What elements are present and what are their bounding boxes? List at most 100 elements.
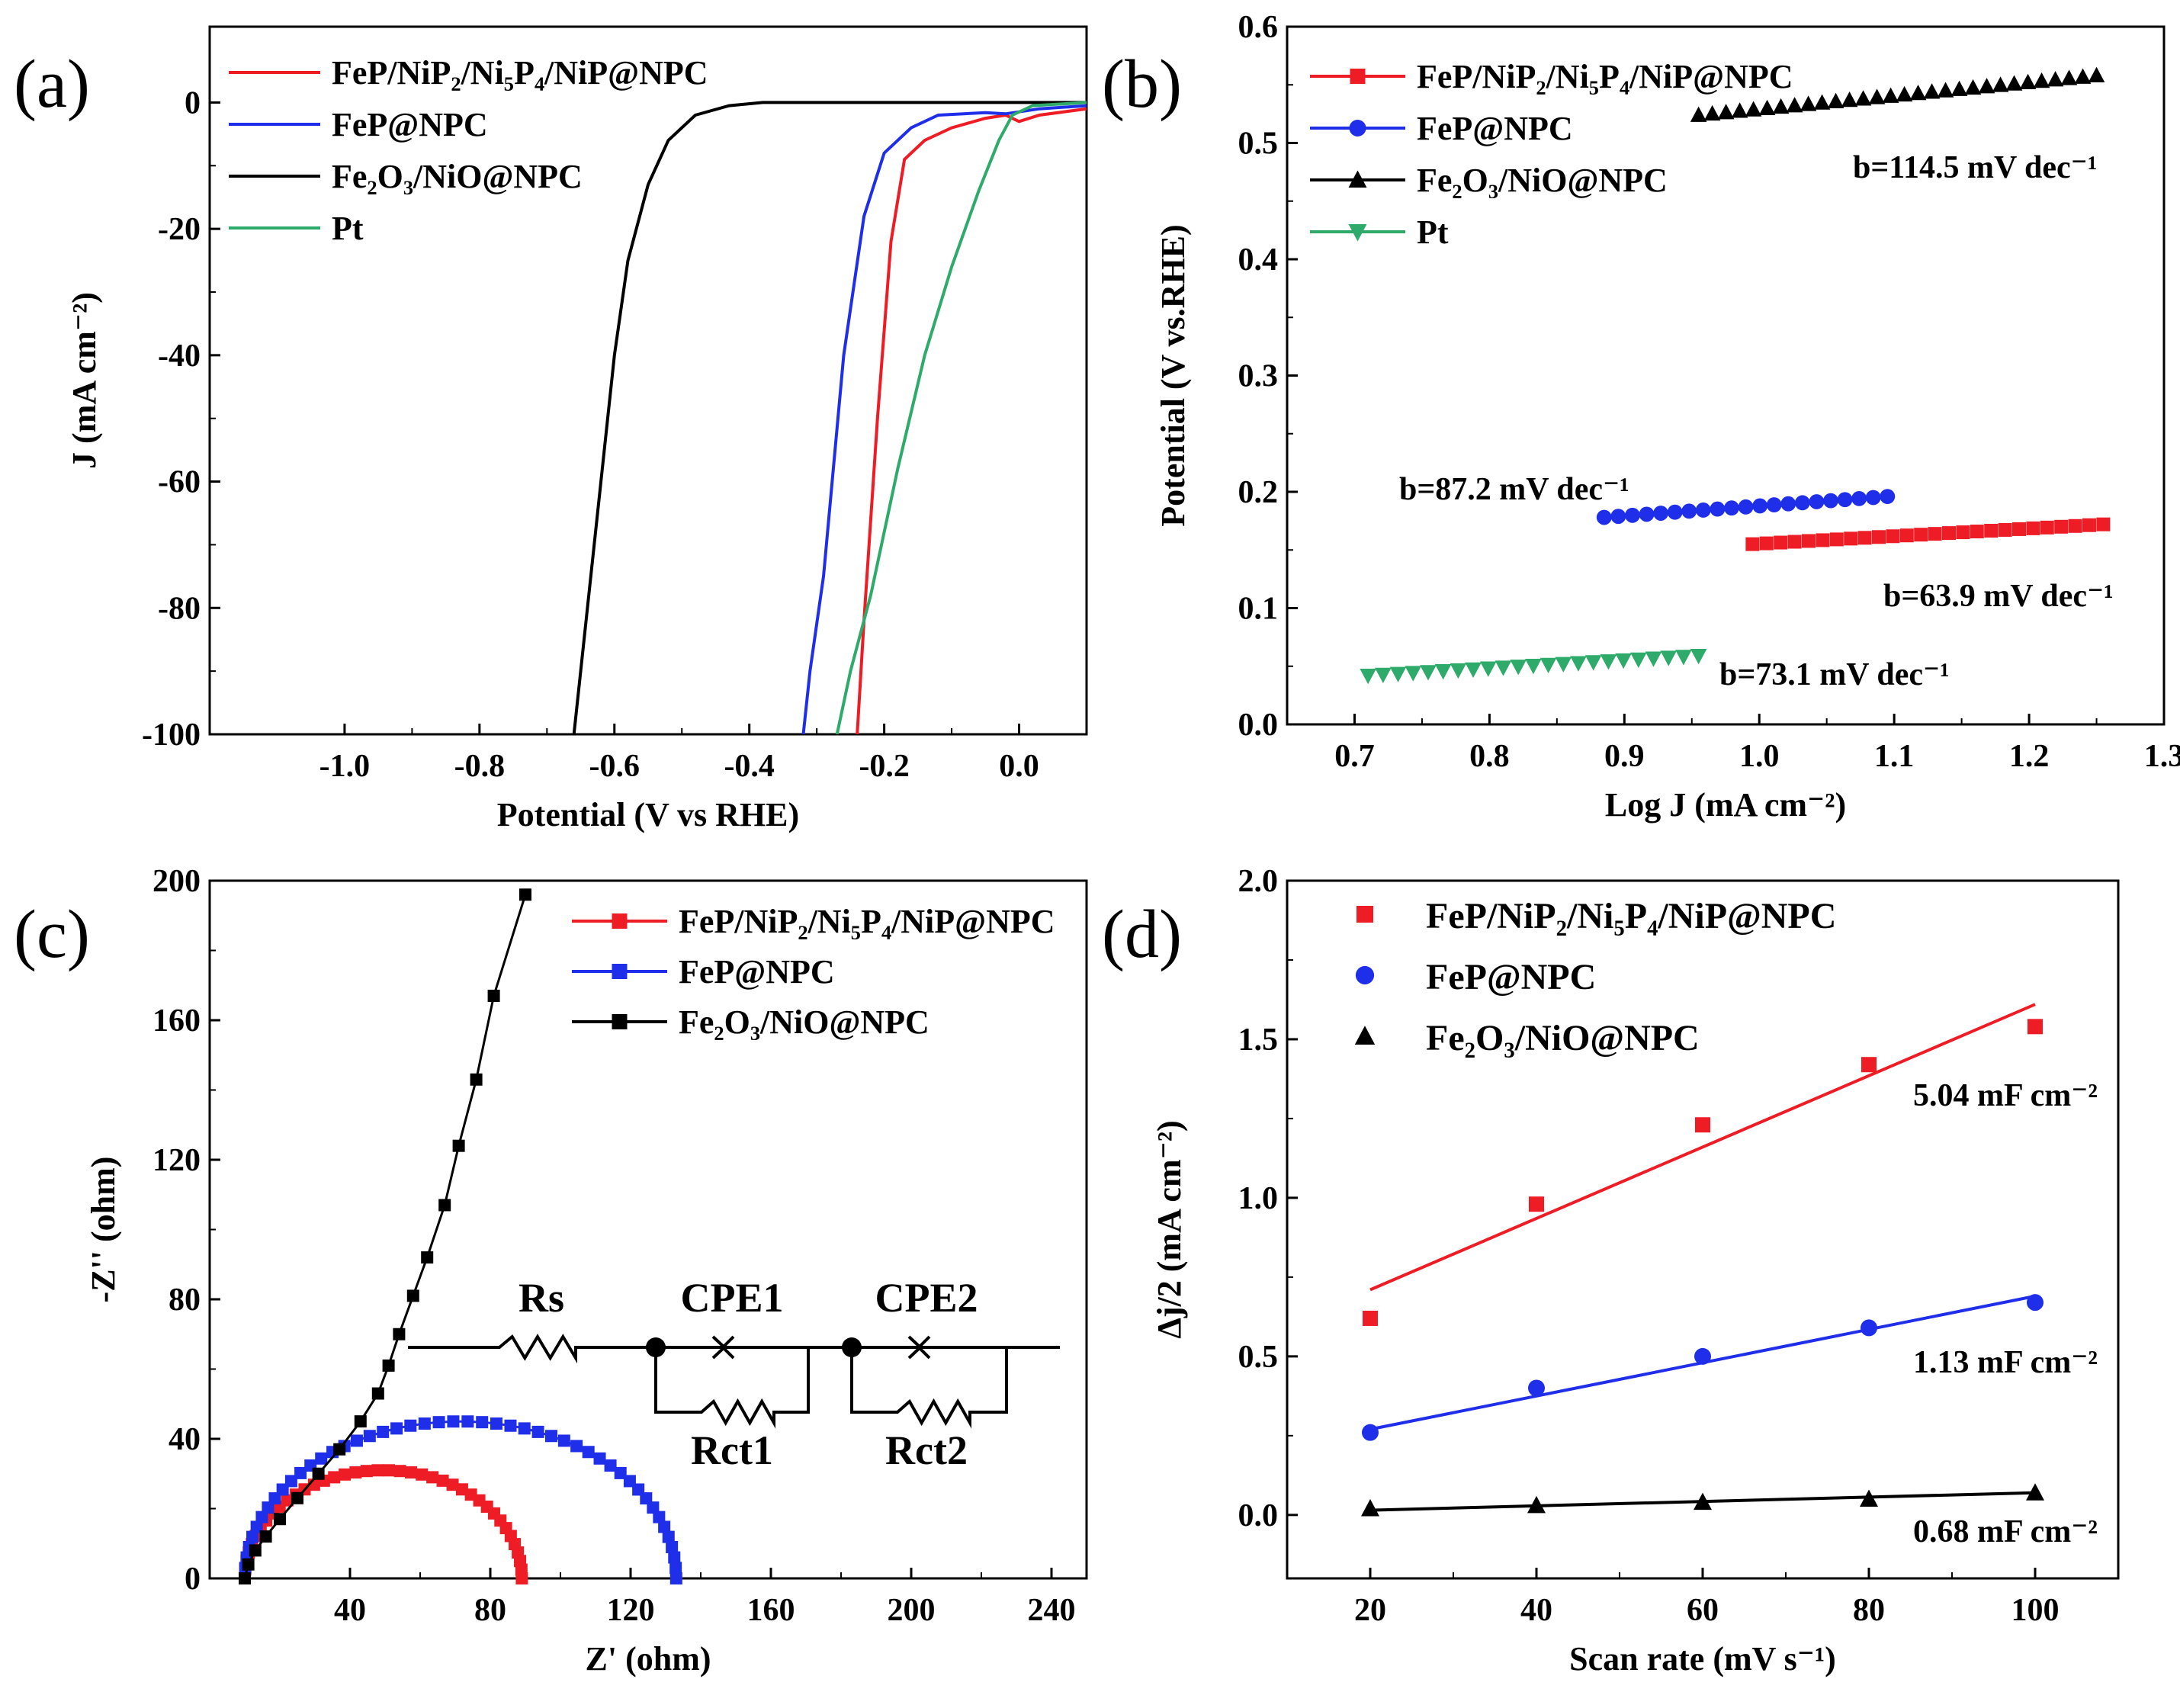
- x-axis-label: Log J (mA cm⁻²): [1605, 786, 1846, 824]
- y-axis-label: -Z'' (ohm): [85, 1157, 122, 1303]
- panel-label: (c): [14, 897, 90, 972]
- x-tick-label: 60: [1687, 1593, 1719, 1628]
- data-point: [1745, 101, 1762, 117]
- legend-label: Fe₂O₃/NiO@NPC: [679, 1003, 929, 1041]
- data-point: [294, 1466, 307, 1479]
- data-point: [1896, 85, 1913, 102]
- data-point: [390, 1422, 403, 1435]
- legend-item: FeP@NPC: [1355, 957, 1596, 997]
- data-point: [662, 1530, 675, 1543]
- legend-marker: [1355, 965, 1375, 985]
- series-red: [1745, 517, 2111, 551]
- legend-label: FeP@NPC: [1426, 957, 1596, 997]
- data-point: [470, 1073, 483, 1086]
- data-point: [1389, 666, 1407, 682]
- panel-a: (a) -1.0 -0.8 -0.6 -0.4 -0.2 0.0 0 -20 -40 -60 -80 -…: [14, 25, 1088, 833]
- data-point: [360, 1465, 373, 1478]
- legend-marker: [1356, 906, 1373, 923]
- data-point: [404, 1419, 417, 1432]
- panel-label: (b): [1102, 47, 1182, 122]
- legend-item: FeP@NPC: [229, 106, 488, 143]
- y-tick-label: -40: [158, 339, 201, 374]
- data-point: [432, 1416, 445, 1429]
- x-tick-label: 40: [1520, 1593, 1552, 1628]
- data-point: [1758, 99, 1776, 115]
- data-point: [1880, 489, 1896, 504]
- data-point: [393, 1328, 406, 1340]
- data-point: [1813, 94, 1831, 110]
- data-point: [2074, 68, 2092, 84]
- data-point: [1861, 1319, 1877, 1337]
- data-point: [1759, 536, 1774, 551]
- data-point: [259, 1530, 272, 1543]
- data-point: [339, 1468, 352, 1481]
- legend-label: FeP@NPC: [332, 106, 488, 143]
- data-point: [1809, 494, 1825, 509]
- data-point: [1555, 657, 1572, 673]
- y-axis-label: Potential (V vs.RHE): [1154, 224, 1192, 526]
- data-point: [1841, 91, 1858, 108]
- data-point: [315, 1452, 328, 1465]
- data-point: [518, 1422, 531, 1435]
- tafel-slope-label: b=73.1 mV dec⁻¹: [1719, 657, 1950, 692]
- data-point: [1738, 499, 1754, 515]
- y-tick-label: 0.2: [1238, 475, 1279, 510]
- data-point: [274, 1513, 286, 1526]
- legend-item: FeP/NiP₂/Ni₅P₄/NiP@NPC: [1356, 896, 1836, 936]
- data-point: [1653, 506, 1668, 521]
- legend-label: FeP@NPC: [1417, 110, 1573, 147]
- data-point: [2068, 518, 2082, 533]
- data-point: [1527, 1495, 1546, 1514]
- data-point: [1362, 1424, 1379, 1441]
- rct-branch: [654, 1347, 810, 1429]
- data-point: [1844, 531, 1858, 546]
- x-tick-label: 0.8: [1469, 739, 1510, 774]
- data-point: [1823, 493, 1838, 509]
- y-tick-label: -60: [158, 465, 201, 500]
- data-point: [354, 1415, 367, 1428]
- data-point: [1681, 503, 1697, 519]
- y-tick-label: 80: [169, 1283, 201, 1318]
- series-line-black: [572, 101, 1087, 734]
- data-point: [614, 1466, 627, 1479]
- fit-line: [1369, 1003, 2036, 1292]
- panel-b: (b) 0.7 0.8 0.9 1.0 1.1 1.2 1.3 0.0 0.1 0.2 0.3 0.4 0…: [1102, 10, 2180, 824]
- data-point: [1914, 528, 1928, 542]
- y-tick-label: -80: [158, 591, 201, 626]
- data-point: [1690, 649, 1707, 665]
- data-point: [438, 1199, 451, 1212]
- y-tick-label: 160: [153, 1003, 201, 1039]
- data-point: [416, 1468, 429, 1481]
- legend-item: Fe₂O₃/NiO@NPC: [1354, 1018, 1700, 1058]
- x-axis-label: Potential (V vs RHE): [497, 796, 799, 833]
- data-point: [1434, 664, 1452, 680]
- data-point: [255, 1511, 268, 1523]
- data-point: [1978, 78, 1995, 94]
- cpe-symbol: [711, 1335, 735, 1360]
- data-point: [1941, 526, 1956, 541]
- data-point: [1801, 534, 1816, 548]
- data-point: [452, 1139, 465, 1152]
- x-axis-label: Scan rate (mV s⁻¹): [1569, 1640, 1836, 1678]
- data-point: [666, 1540, 679, 1553]
- data-point: [1752, 498, 1768, 514]
- data-point: [421, 1251, 434, 1264]
- legend-item: FeP@NPC: [572, 953, 835, 990]
- legend-marker: [1349, 120, 1366, 136]
- circuit-label: Rs: [519, 1275, 564, 1321]
- data-point: [1495, 660, 1512, 676]
- cpe-symbol: [907, 1335, 931, 1360]
- legend-label: FeP/NiP₂/Ni₅P₄/NiP@NPC: [679, 903, 1055, 940]
- legend-label: FeP/NiP₂/Ni₅P₄/NiP@NPC: [1417, 58, 1793, 95]
- data-point: [242, 1558, 255, 1571]
- data-point: [1363, 1310, 1378, 1326]
- x-tick-label: -0.6: [589, 749, 641, 784]
- legend-item: FeP/NiP₂/Ni₅P₄/NiP@NPC: [1310, 58, 1793, 95]
- data-point: [658, 1520, 671, 1533]
- series-blue: [1596, 489, 1896, 525]
- data-point: [1854, 90, 1872, 106]
- x-tick-label: 200: [888, 1593, 936, 1628]
- data-point: [1361, 1499, 1379, 1517]
- data-point: [382, 1359, 395, 1372]
- legend-marker: [1348, 170, 1367, 188]
